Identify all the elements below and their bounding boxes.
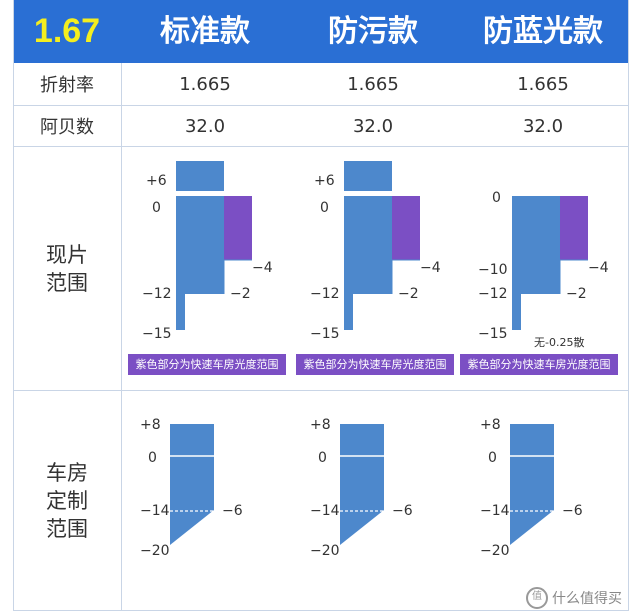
sph-plus-block	[344, 161, 392, 191]
tick-label: −14	[480, 503, 510, 519]
row-label-stock-range: 现片 范围	[46, 242, 88, 295]
fast-cyl-block	[392, 196, 420, 260]
stock-chart-standard: +6 0 −12 −15 −4 −2	[130, 150, 290, 350]
watermark-text: 什么值得买	[552, 591, 622, 607]
fast-range-caption: 紫色部分为快速车房光度范围	[296, 354, 454, 375]
stock-chart-antifouling-svg: +6 0 −12 −15 −4 −2	[310, 161, 441, 342]
tick-label: 0	[152, 200, 161, 216]
tick-label: 0	[488, 450, 497, 466]
custom-chart-blue-light: +8 0 −14 −20 −6	[470, 405, 630, 565]
value-abbe-blue: 32.0	[522, 115, 564, 137]
tick-label: +6	[314, 173, 335, 189]
stock-chart-blue-light-svg: 0 −10 −12 −15 −4 −2 无-0.25散	[478, 190, 609, 349]
tick-label: −15	[310, 326, 340, 342]
fast-cyl-block	[224, 196, 252, 260]
row-label-refractive: 折射率	[40, 75, 94, 96]
sph-plus-block	[176, 161, 224, 191]
tick-label: −20	[140, 543, 170, 559]
tick-label: 0	[492, 190, 501, 206]
smzdm-logo-icon: 值	[526, 587, 548, 609]
custom-chart-standard-svg: +8 0 −14 −20 −6	[140, 417, 243, 559]
row-abbe: 阿贝数 32.0 32.0 32.0	[13, 106, 629, 147]
tick-label: −20	[310, 543, 340, 559]
sph-narrow-block	[176, 294, 185, 330]
cyl-label: −4	[588, 260, 609, 276]
tick-label: −15	[478, 326, 508, 342]
sph-narrow-block	[512, 294, 521, 330]
sph-narrow-block	[344, 294, 353, 330]
fast-cyl-block	[560, 196, 588, 260]
column-blue-light: 防蓝光款	[483, 14, 603, 49]
cyl-label: −4	[420, 260, 441, 276]
table-frame	[13, 0, 629, 610]
custom-chart-blue-light-svg: +8 0 −14 −20 −6	[480, 417, 583, 559]
tick-label: 0	[318, 450, 327, 466]
tick-label: 0	[320, 200, 329, 216]
no-cyl-note: 无-0.25散	[534, 335, 584, 349]
tick-label: +6	[146, 173, 167, 189]
custom-chart-antifouling: +8 0 −14 −20 −6	[300, 405, 460, 565]
custom-chart-standard: +8 0 −14 −20 −6	[130, 405, 290, 565]
custom-range-area	[170, 424, 214, 545]
cyl-label: −2	[398, 286, 419, 302]
tick-label: 0	[148, 450, 157, 466]
stock-chart-antifouling: +6 0 −12 −15 −4 −2	[298, 150, 458, 350]
value-abbe-standard: 32.0	[184, 115, 226, 137]
tick-label: −14	[310, 503, 340, 519]
cyl-label: −2	[566, 286, 587, 302]
cyl-label: −6	[562, 503, 583, 519]
value-abbe-antifouling: 32.0	[352, 115, 394, 137]
stock-chart-blue-light: 0 −10 −12 −15 −4 −2 无-0.25散	[466, 150, 626, 350]
tick-label: −12	[478, 286, 508, 302]
cyl-label: −6	[222, 503, 243, 519]
row-label-custom-range: 车房 定制 范围	[46, 460, 88, 541]
tick-label: −15	[142, 326, 172, 342]
tick-label: +8	[480, 417, 501, 433]
table-header: 1.67 标准款 防污款 防蓝光款	[13, 0, 629, 63]
value-refractive-antifouling: 1.665	[347, 73, 399, 95]
row-refractive: 折射率 1.665 1.665 1.665	[13, 63, 629, 106]
refractive-index-title: 1.67	[33, 12, 101, 50]
tick-label: +8	[140, 417, 161, 433]
custom-chart-antifouling-svg: +8 0 −14 −20 −6	[310, 417, 413, 559]
row-label-abbe: 阿贝数	[40, 117, 94, 138]
tick-label: −20	[480, 543, 510, 559]
sph-wide-block	[512, 196, 560, 294]
tick-label: −12	[142, 286, 172, 302]
column-antifouling: 防污款	[328, 14, 418, 49]
tick-label: −10	[478, 262, 508, 278]
sph-wide-block	[176, 196, 224, 294]
watermark: 值 什么值得买	[526, 587, 622, 609]
custom-range-area	[340, 424, 384, 545]
stock-chart-standard-svg: +6 0 −12 −15 −4 −2	[142, 161, 273, 342]
fast-range-caption: 紫色部分为快速车房光度范围	[460, 354, 618, 375]
cyl-label: −2	[230, 286, 251, 302]
value-refractive-standard: 1.665	[179, 73, 231, 95]
sph-wide-block	[344, 196, 392, 294]
cyl-label: −6	[392, 503, 413, 519]
fast-range-caption: 紫色部分为快速车房光度范围	[128, 354, 286, 375]
tick-label: −12	[310, 286, 340, 302]
column-standard: 标准款	[160, 14, 250, 49]
column-divider	[121, 63, 122, 610]
row-stock-range: 现片 范围	[13, 147, 629, 391]
custom-range-area	[510, 424, 554, 545]
value-refractive-blue: 1.665	[517, 73, 569, 95]
tick-label: −14	[140, 503, 170, 519]
tick-label: +8	[310, 417, 331, 433]
row-custom-range: 车房 定制 范围	[13, 391, 629, 611]
cyl-label: −4	[252, 260, 273, 276]
